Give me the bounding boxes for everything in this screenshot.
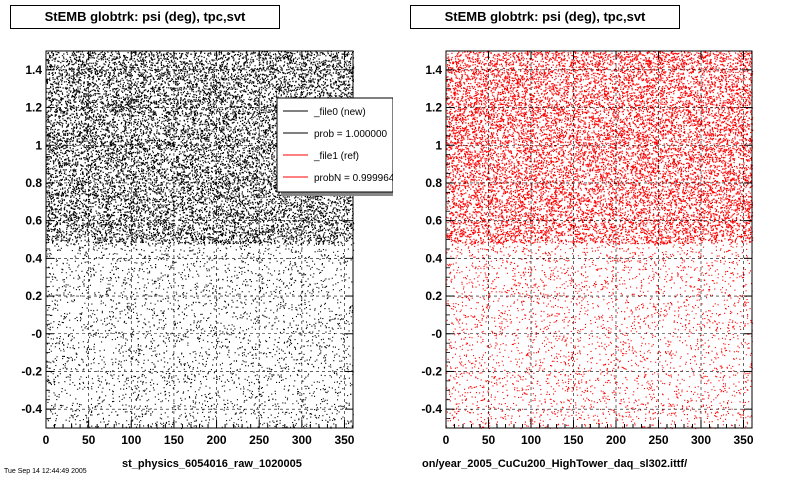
legend-box [276, 97, 394, 193]
x-tick-label: 100 [121, 433, 141, 447]
legend: _file0 (new) prob = 1.000000 _file1 (ref) p… [276, 96, 405, 200]
y-tick-label: 0.4 [425, 251, 442, 265]
legend-label: probN = 0.999964 [314, 173, 395, 184]
legend-crop [393, 96, 405, 200]
y-tick-label: 0.6 [25, 214, 42, 228]
y-tick-label: 1.2 [425, 101, 442, 115]
x-tick-label: 100 [521, 433, 541, 447]
y-tick-label: 0.4 [25, 251, 42, 265]
legend-label: _file0 (new) [313, 107, 366, 118]
x-tick-label: 150 [164, 433, 184, 447]
y-tick-label: 1.4 [25, 63, 42, 77]
left-run-label: st_physics_6054016_raw_1020005 [122, 458, 302, 470]
y-tick-label: -0.4 [421, 402, 442, 416]
y-tick-label: 1.4 [425, 63, 442, 77]
y-tick-label: 0.2 [25, 289, 42, 303]
x-tick-label: 200 [606, 433, 626, 447]
x-tick-label: 200 [207, 433, 227, 447]
y-tick-label: -0.2 [421, 364, 442, 378]
y-tick-label: 1 [435, 138, 442, 152]
y-tick-label: 1.2 [25, 101, 42, 115]
x-tick-label: 300 [691, 433, 711, 447]
x-tick-label: 50 [482, 433, 496, 447]
y-tick-label: 0.8 [25, 176, 42, 190]
right-run-label: on/year_2005_CuCu200_HighTower_daq_sl302… [422, 458, 688, 470]
x-tick-label: 350 [334, 433, 354, 447]
scatter-points [446, 51, 754, 430]
y-tick-label: -0 [31, 327, 42, 341]
x-tick-label: 50 [82, 433, 96, 447]
legend-label: _file1 (ref) [313, 151, 359, 162]
left-plot-title: StEMB globtrk: psi (deg), tpc,svt [10, 5, 280, 29]
y-tick-label: -0.2 [21, 364, 42, 378]
y-tick-label: -0 [431, 327, 442, 341]
y-tick-label: 0.6 [425, 214, 442, 228]
plot-1: 0 50 100 150 200 250 300 350 -0.4 -0.2 -0 0.2 0.4 0.6… [421, 50, 754, 447]
scatter-markers [446, 51, 754, 430]
x-tick-label: 0 [43, 433, 50, 447]
right-plot-title: StEMB globtrk: psi (deg), tpc,svt [410, 5, 680, 29]
legend-label: prob = 1.000000 [314, 129, 388, 140]
x-tick-label: 150 [563, 433, 583, 447]
x-tick-label: 300 [292, 433, 312, 447]
timestamp-footer: Tue Sep 14 12:44:49 2005 [4, 468, 87, 475]
y-tick-label: 0.8 [425, 176, 442, 190]
x-tick-label: 0 [443, 433, 450, 447]
x-tick-label: 350 [733, 433, 753, 447]
y-tick-label: 1 [35, 138, 42, 152]
x-tick-label: 250 [648, 433, 668, 447]
x-tick-label: 250 [249, 433, 269, 447]
y-tick-label: -0.4 [21, 402, 42, 416]
y-tick-label: 0.2 [425, 289, 442, 303]
